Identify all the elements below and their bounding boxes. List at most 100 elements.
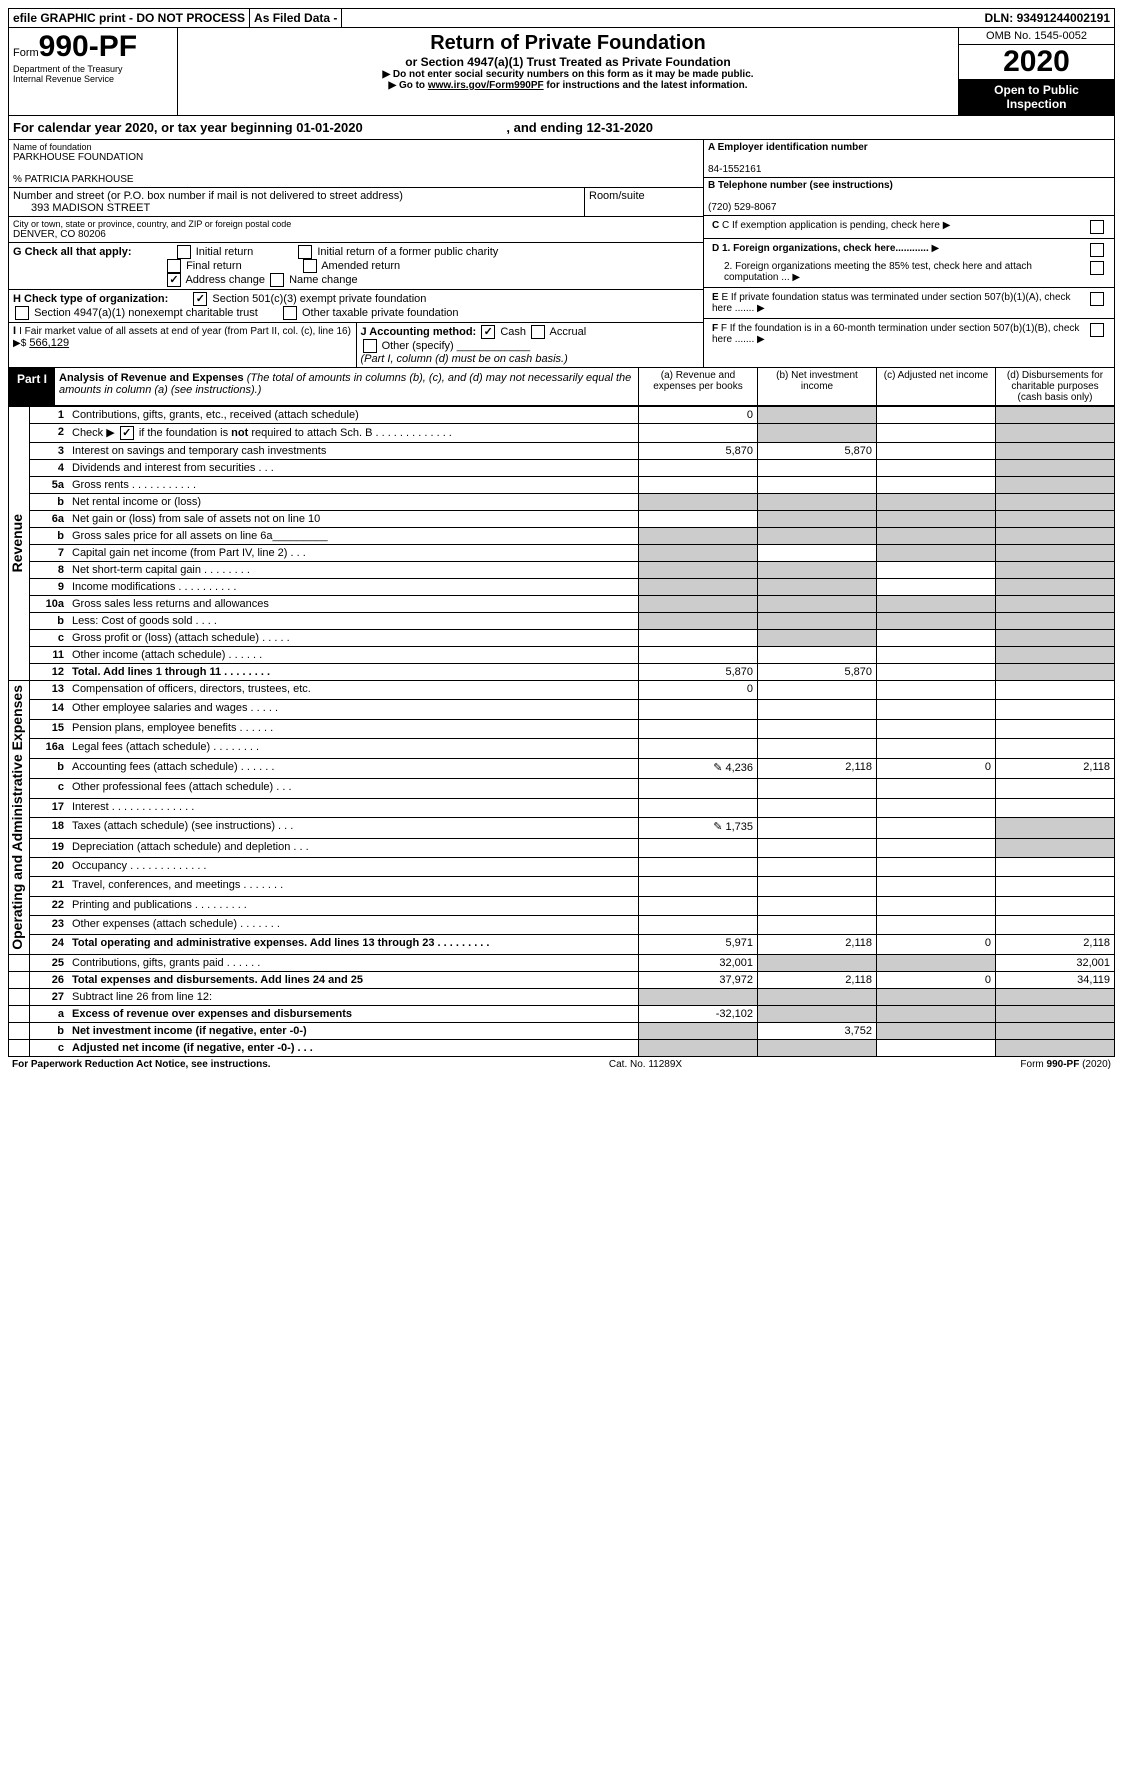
url-line: ▶ Go to www.irs.gov/Form990PF for instru…: [182, 80, 954, 91]
irs: Internal Revenue Service: [13, 74, 173, 84]
c-cell: C C If exemption application is pending,…: [704, 216, 1114, 239]
table-row: 12Total. Add lines 1 through 11 . . . . …: [9, 664, 1115, 681]
ij-row: I I Fair market value of all assets at e…: [9, 323, 703, 367]
revenue-label: Revenue: [9, 510, 25, 576]
form-subtitle: or Section 4947(a)(1) Trust Treated as P…: [182, 55, 954, 69]
table-row: 2Check ▶ if the foundation is not requir…: [9, 424, 1115, 443]
col-b: (b) Net investment income: [757, 368, 876, 405]
open-public: Open to Public Inspection: [959, 79, 1114, 115]
cb-amended[interactable]: [303, 259, 317, 273]
table-row: 27Subtract line 26 from line 12:: [9, 988, 1115, 1005]
col-c: (c) Adjusted net income: [876, 368, 995, 405]
dln: DLN: 93491244002191: [981, 9, 1114, 27]
table-row: Operating and Administrative Expenses 13…: [9, 681, 1115, 700]
table-row: 19Depreciation (attach schedule) and dep…: [9, 838, 1115, 857]
part1-header: Part I Analysis of Revenue and Expenses …: [8, 368, 1115, 406]
cb-exemption[interactable]: [1090, 220, 1104, 234]
table-row: bNet rental income or (loss): [9, 494, 1115, 511]
table-row: 9Income modifications . . . . . . . . . …: [9, 579, 1115, 596]
cb-other-taxable[interactable]: [283, 306, 297, 320]
cb-accrual[interactable]: [531, 325, 545, 339]
info-right: A Employer identification number 84-1552…: [703, 140, 1114, 367]
attach-icon[interactable]: ✎: [713, 762, 722, 774]
ein-cell: A Employer identification number 84-1552…: [704, 140, 1114, 178]
col-d: (d) Disbursements for charitable purpose…: [995, 368, 1114, 405]
cb-501c3[interactable]: [193, 292, 207, 306]
table-row: 3Interest on savings and temporary cash …: [9, 443, 1115, 460]
as-filed: As Filed Data -: [250, 9, 342, 27]
page-footer: For Paperwork Reduction Act Notice, see …: [8, 1057, 1115, 1072]
efile-notice: efile GRAPHIC print - DO NOT PROCESS: [9, 9, 250, 27]
cb-initial[interactable]: [177, 245, 191, 259]
j-accounting: J Accounting method: Cash Accrual Other …: [357, 323, 704, 367]
form-title: Return of Private Foundation: [182, 32, 954, 55]
table-row: 20Occupancy . . . . . . . . . . . . .: [9, 857, 1115, 876]
i-fmv: I I Fair market value of all assets at e…: [9, 323, 357, 367]
table-row: 17Interest . . . . . . . . . . . . . .: [9, 798, 1115, 817]
header-right: OMB No. 1545-0052 2020 Open to Public In…: [958, 28, 1114, 115]
foundation-name-cell: Name of foundation PARKHOUSE FOUNDATION …: [9, 140, 703, 188]
header-left: Form990-PF Department of the Treasury In…: [9, 28, 178, 115]
col-a: (a) Revenue and expenses per books: [638, 368, 757, 405]
table-row: 24Total operating and administrative exp…: [9, 935, 1115, 954]
table-row: bGross sales price for all assets on lin…: [9, 528, 1115, 545]
h-row: H Check type of organization: Section 50…: [9, 290, 703, 323]
table-row: 16aLegal fees (attach schedule) . . . . …: [9, 739, 1115, 758]
table-row: aExcess of revenue over expenses and dis…: [9, 1005, 1115, 1022]
table-row: 5aGross rents . . . . . . . . . . .: [9, 477, 1115, 494]
table-row: 7Capital gain net income (from Part IV, …: [9, 545, 1115, 562]
table-row: cOther professional fees (attach schedul…: [9, 779, 1115, 798]
col-headers: (a) Revenue and expenses per books (b) N…: [638, 368, 1114, 405]
cb-initial-former[interactable]: [298, 245, 312, 259]
table-row: Revenue 1Contributions, gifts, grants, e…: [9, 407, 1115, 424]
table-row: 21Travel, conferences, and meetings . . …: [9, 877, 1115, 896]
omb-number: OMB No. 1545-0052: [959, 28, 1114, 45]
phone-cell: B Telephone number (see instructions) (7…: [704, 178, 1114, 216]
table-row: 25Contributions, gifts, grants paid . . …: [9, 954, 1115, 971]
irs-link[interactable]: www.irs.gov/Form990PF: [428, 80, 544, 91]
cb-other-method[interactable]: [363, 339, 377, 353]
table-row: 6aNet gain or (loss) from sale of assets…: [9, 511, 1115, 528]
table-row: 18Taxes (attach schedule) (see instructi…: [9, 817, 1115, 838]
footer-mid: Cat. No. 11289X: [609, 1059, 682, 1070]
cb-4947[interactable]: [15, 306, 29, 320]
header-center: Return of Private Foundation or Section …: [178, 28, 958, 115]
cb-e[interactable]: [1090, 292, 1104, 306]
attach-icon[interactable]: ✎: [713, 821, 722, 833]
part1-desc: Analysis of Revenue and Expenses (The to…: [55, 368, 638, 405]
table-row: 23Other expenses (attach schedule) . . .…: [9, 916, 1115, 935]
main-table: Revenue 1Contributions, gifts, grants, e…: [8, 406, 1115, 1057]
table-row: cAdjusted net income (if negative, enter…: [9, 1039, 1115, 1056]
ssn-warning: ▶ Do not enter social security numbers o…: [182, 69, 954, 80]
table-row: 8Net short-term capital gain . . . . . .…: [9, 562, 1115, 579]
cb-name[interactable]: [270, 273, 284, 287]
dept-treasury: Department of the Treasury: [13, 64, 173, 74]
form-number: Form990-PF: [13, 30, 173, 64]
info-section: Name of foundation PARKHOUSE FOUNDATION …: [8, 140, 1115, 368]
tax-year: 2020: [959, 45, 1114, 79]
cb-d1[interactable]: [1090, 243, 1104, 257]
cb-cash[interactable]: [481, 325, 495, 339]
table-row: 14Other employee salaries and wages . . …: [9, 700, 1115, 719]
table-row: bLess: Cost of goods sold . . . .: [9, 613, 1115, 630]
g-row: G Check all that apply: Initial return I…: [9, 243, 703, 290]
cb-address[interactable]: [167, 273, 181, 287]
table-row: 22Printing and publications . . . . . . …: [9, 896, 1115, 915]
e-cell: E E If private foundation status was ter…: [704, 288, 1114, 319]
table-row: bNet investment income (if negative, ent…: [9, 1022, 1115, 1039]
opex-label: Operating and Administrative Expenses: [9, 681, 25, 954]
table-row: 15Pension plans, employee benefits . . .…: [9, 719, 1115, 738]
footer-left: For Paperwork Reduction Act Notice, see …: [12, 1059, 271, 1070]
form-header: Form990-PF Department of the Treasury In…: [8, 28, 1115, 116]
d-cell: D 1. Foreign organizations, check here..…: [704, 239, 1114, 288]
part1-label: Part I: [9, 368, 55, 405]
top-bar: efile GRAPHIC print - DO NOT PROCESS As …: [8, 8, 1115, 28]
cb-f[interactable]: [1090, 323, 1104, 337]
table-row: 4Dividends and interest from securities …: [9, 460, 1115, 477]
cb-schb[interactable]: [120, 426, 134, 440]
info-left: Name of foundation PARKHOUSE FOUNDATION …: [9, 140, 703, 367]
cb-d2[interactable]: [1090, 261, 1104, 275]
cb-final[interactable]: [167, 259, 181, 273]
footer-right: Form 990-PF (2020): [1020, 1059, 1111, 1070]
table-row: cGross profit or (loss) (attach schedule…: [9, 630, 1115, 647]
